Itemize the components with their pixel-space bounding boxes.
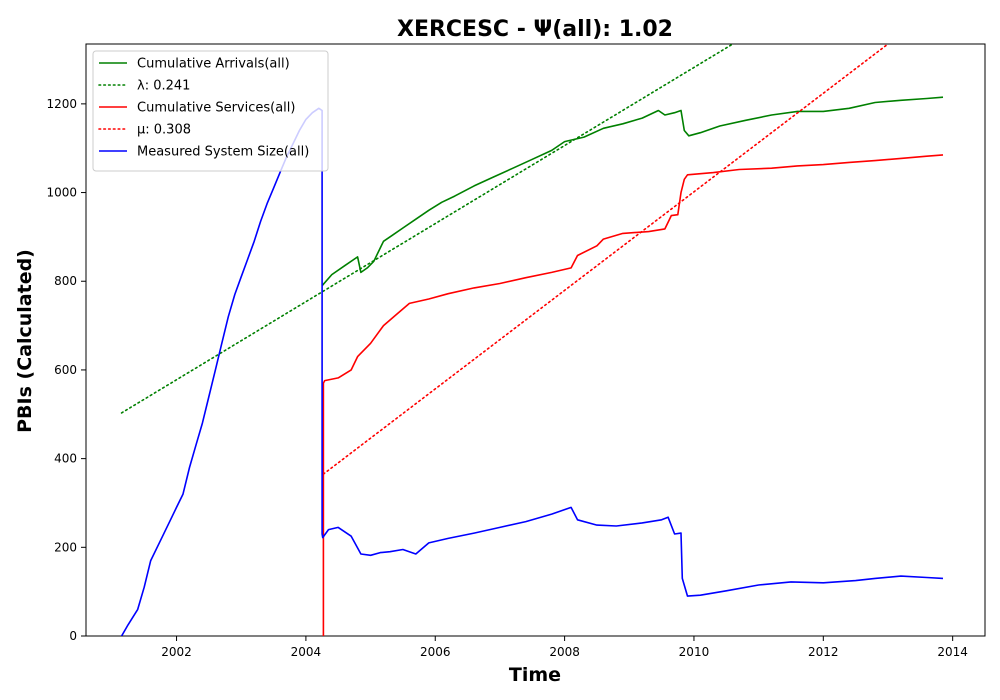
x-tick-label: 2014 <box>937 645 968 659</box>
x-tick-label: 2002 <box>161 645 192 659</box>
plot-frame <box>85 43 986 637</box>
chart-title: XERCESC - Ψ(all): 1.02 <box>397 17 673 42</box>
x-axis: 2002 2004 2006 2008 2010 2012 2014 <box>161 636 968 659</box>
x-tick-label: 2008 <box>549 645 580 659</box>
legend-label: Measured System Size(all) <box>137 145 309 160</box>
legend-label: Cumulative Arrivals(all) <box>137 57 290 72</box>
x-tick-label: 2004 <box>291 645 322 659</box>
series-line-5 <box>120 107 944 636</box>
x-tick-label: 2006 <box>420 645 451 659</box>
legend: Cumulative Arrivals(all) λ: 0.241 Cumulati… <box>92 50 329 172</box>
series-line-4 <box>322 44 889 475</box>
legend-label: Cumulative Services(all) <box>137 101 295 116</box>
y-tick-label: 0 <box>69 629 77 643</box>
legend-label: λ: 0.241 <box>137 79 190 94</box>
x-axis-label: Time <box>509 664 561 686</box>
y-tick-label: 600 <box>54 363 77 377</box>
y-tick-label: 200 <box>54 540 77 554</box>
y-tick-label: 1200 <box>46 97 77 111</box>
y-tick-label: 400 <box>54 452 77 466</box>
x-tick-label: 2010 <box>679 645 710 659</box>
y-tick-label: 800 <box>54 274 77 288</box>
legend-label: μ: 0.308 <box>137 123 191 138</box>
series-line-1 <box>321 96 944 287</box>
plot-border <box>85 43 986 637</box>
series-line-2 <box>120 44 734 414</box>
x-tick-label: 2012 <box>808 645 839 659</box>
y-tick-label: 1000 <box>46 186 77 200</box>
series-line-3 <box>322 154 944 636</box>
series-layer <box>120 44 944 636</box>
y-axis-label: PBIs (Calculated) <box>14 249 36 433</box>
y-axis: 0 200 400 600 800 1000 1200 <box>46 97 86 643</box>
legend-box <box>92 50 329 172</box>
